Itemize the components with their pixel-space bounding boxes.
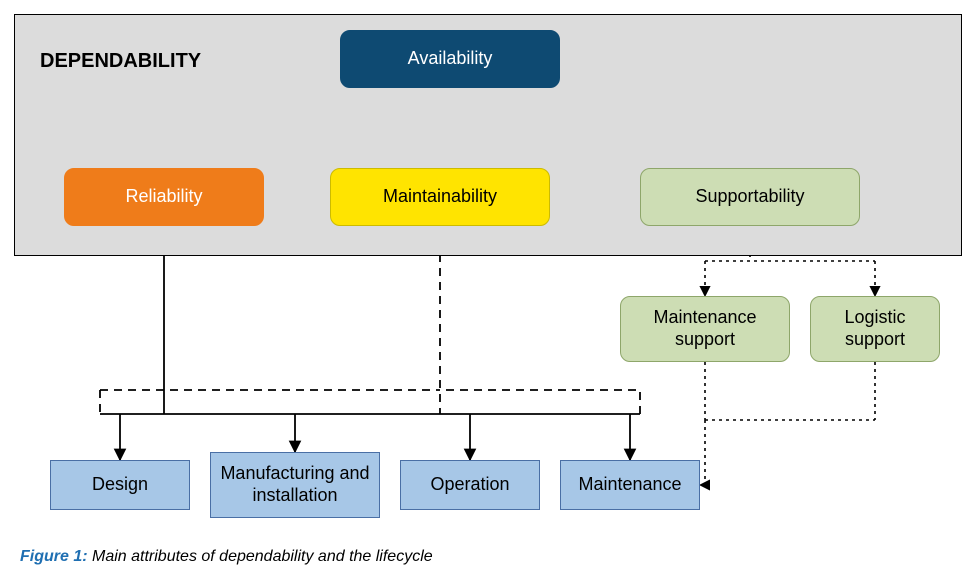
node-availability: Availability — [340, 30, 560, 88]
node-maintainability: Maintainability — [330, 168, 550, 226]
node-design: Design — [50, 460, 190, 510]
node-manufacturing: Manufacturing and installation — [210, 452, 380, 518]
node-maintenance-support: Maintenance support — [620, 296, 790, 362]
node-reliability: Reliability — [64, 168, 264, 226]
node-maintenance: Maintenance — [560, 460, 700, 510]
figure-caption: Figure 1: Main attributes of dependabili… — [20, 548, 433, 566]
figure-caption-prefix: Figure 1: — [20, 548, 88, 565]
node-logistic-support: Logistic support — [810, 296, 940, 362]
figure-caption-text: Main attributes of dependability and the… — [88, 548, 433, 565]
node-supportability: Supportability — [640, 168, 860, 226]
diagram-canvas: DEPENDABILITY Availability Reliability M… — [0, 0, 980, 580]
node-operation: Operation — [400, 460, 540, 510]
dependability-title: DEPENDABILITY — [40, 50, 201, 73]
